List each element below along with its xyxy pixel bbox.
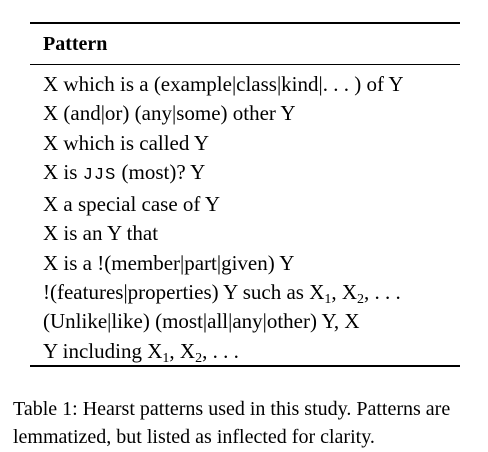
pattern-row: X is an Y that	[43, 219, 404, 248]
pattern-text: X is a !(member|part|given) Y	[43, 250, 295, 275]
table-top-rule	[30, 22, 460, 24]
table-bottom-rule	[30, 365, 460, 367]
pattern-text: (most)? Y	[116, 159, 206, 184]
pattern-text: !(features|properties) Y such as X	[43, 280, 325, 305]
pattern-text: X which is a (example|class|kind|. . . )…	[43, 72, 404, 96]
pattern-text: X (and|or) (any|some) other Y	[43, 101, 296, 126]
pattern-text: X is	[43, 159, 83, 184]
pattern-text: , . . .	[202, 338, 239, 363]
pattern-text: (Unlike|like) (most|all|any|other) Y, X	[43, 309, 360, 334]
pattern-row: X which is called Y	[43, 129, 404, 158]
table-header-rule	[30, 64, 460, 65]
subscript-index: 1	[324, 292, 332, 308]
subscript-index: 2	[357, 292, 365, 308]
table-header-pattern: Pattern	[43, 33, 108, 55]
pattern-text: Y including X	[43, 338, 163, 363]
pattern-row: Y including X1, X2, . . .	[43, 337, 404, 366]
pattern-list: X which is a (example|class|kind|. . . )…	[43, 70, 404, 366]
subscript-index: 1	[162, 350, 170, 366]
pattern-row: X which is a (example|class|kind|. . . )…	[43, 70, 404, 99]
pattern-text: X a special case of Y	[43, 192, 221, 217]
pattern-row: (Unlike|like) (most|all|any|other) Y, X	[43, 307, 404, 336]
pattern-row: X is a !(member|part|given) Y	[43, 249, 404, 278]
pos-tag-text: JJS	[82, 165, 117, 185]
pattern-text: , . . .	[364, 280, 401, 305]
subscript-index: 2	[195, 350, 203, 366]
pattern-text: X which is called Y	[43, 130, 210, 155]
pattern-row: X a special case of Y	[43, 190, 404, 219]
pattern-row: X is JJS (most)? Y	[43, 158, 404, 190]
pattern-row: !(features|properties) Y such as X1, X2,…	[43, 278, 404, 307]
table-caption: Table 1: Hearst patterns used in this st…	[13, 398, 451, 448]
pattern-text: , X	[169, 338, 196, 363]
pattern-text: , X	[331, 280, 358, 305]
pattern-row: X (and|or) (any|some) other Y	[43, 99, 404, 128]
pattern-text: X is an Y that	[43, 221, 159, 246]
